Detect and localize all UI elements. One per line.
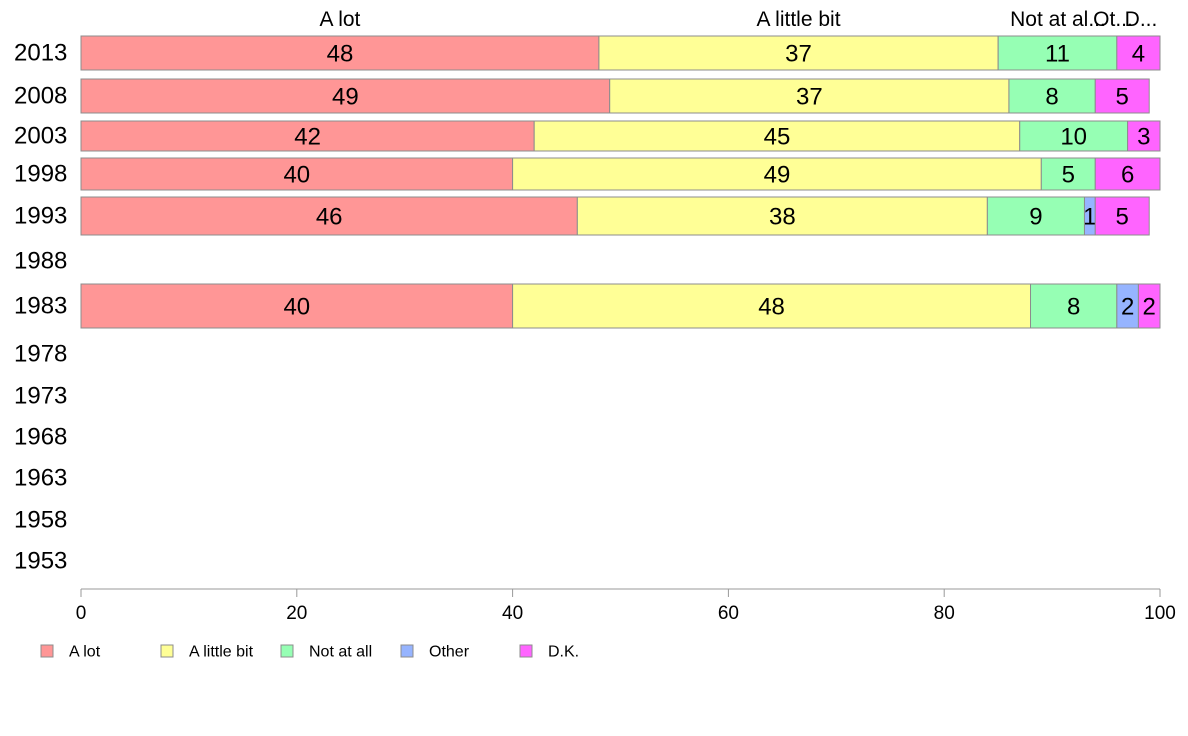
bar-row-2003: 42 45 10 3 xyxy=(80,120,1161,152)
bar-segment-d-k-1998 xyxy=(1094,157,1161,191)
bar-segment-d-k-2008 xyxy=(1094,78,1150,114)
bar-segment-a-little-bit-2013 xyxy=(598,35,999,71)
category-label-1958: 1958 xyxy=(14,507,67,534)
top-label-5: D... xyxy=(1125,8,1158,31)
top-label-4: Ot... xyxy=(1093,8,1133,31)
top-label-2: A little bit xyxy=(757,8,841,31)
bar-value-label-d-k-2013: 4 xyxy=(1132,41,1145,68)
bar-segment-a-lot-1998 xyxy=(80,157,514,191)
bar-value-label-not-at-all-1993: 9 xyxy=(1029,204,1042,231)
bar-value-label-d-k-2003: 3 xyxy=(1137,124,1150,151)
bar-value-label-d-k-1983: 2 xyxy=(1143,294,1156,321)
legend-label-d-k: D.K. xyxy=(548,644,579,661)
bar-segment-d-k-2013 xyxy=(1116,35,1161,71)
bar-value-label-d-k-1993: 5 xyxy=(1116,204,1129,231)
bar-segment-a-lot-2008 xyxy=(80,78,611,114)
bar-segment-a-little-bit-2003 xyxy=(533,120,1021,152)
legend-swatch-a-lot xyxy=(40,644,54,658)
legend-label-a-lot: A lot xyxy=(69,644,101,661)
bar-value-label-not-at-all-1983: 8 xyxy=(1067,294,1080,321)
bar-value-label-a-little-bit-1998: 49 xyxy=(764,162,791,189)
bar-segment-a-little-bit-1998 xyxy=(512,157,1042,191)
category-label-1953: 1953 xyxy=(14,548,67,575)
bar-value-label-not-at-all-2003: 10 xyxy=(1060,124,1087,151)
bar-row-2013: 48 37 11 4 xyxy=(80,35,1161,71)
bar-value-label-d-k-2008: 5 xyxy=(1116,84,1129,111)
bar-row-2008: 49 37 8 5 xyxy=(80,78,1150,114)
bar-value-label-other-1993: 1 xyxy=(1083,204,1096,231)
category-label-2013: 2013 xyxy=(14,40,67,67)
bar-segment-not-at-all-1998 xyxy=(1040,157,1096,191)
legend-item-a-lot: A lot xyxy=(40,644,101,661)
bar-segment-a-little-bit-1993 xyxy=(576,196,988,236)
x-tick-label-80: 80 xyxy=(934,603,955,624)
bar-value-label-d-k-1998: 6 xyxy=(1121,162,1134,189)
bar-value-label-other-1983: 2 xyxy=(1121,294,1134,321)
category-label-1988: 1988 xyxy=(14,248,67,275)
category-label-2008: 2008 xyxy=(14,83,67,110)
legend-label-other: Other xyxy=(429,644,470,661)
bar-segment-not-at-all-1983 xyxy=(1030,283,1118,329)
bar-row-1983: 40 48 8 2 2 xyxy=(80,283,1161,329)
bar-value-label-not-at-all-1998: 5 xyxy=(1062,162,1075,189)
bar-segment-a-lot-2003 xyxy=(80,120,535,152)
legend-item-a-little-bit: A little bit xyxy=(160,644,254,661)
bar-value-label-a-lot-1993: 46 xyxy=(316,204,343,231)
bar-segment-d-k-1993 xyxy=(1094,196,1150,236)
bar-value-label-a-little-bit-2013: 37 xyxy=(785,41,812,68)
bar-segment-not-at-all-2008 xyxy=(1008,78,1096,114)
legend-label-a-little-bit: A little bit xyxy=(189,644,254,661)
legend-swatch-d-k xyxy=(519,644,533,658)
x-axis: 0 20 40 60 80 100 xyxy=(76,588,1176,624)
bar-segment-a-little-bit-2008 xyxy=(609,78,1010,114)
legend-item-other: Other xyxy=(400,644,470,661)
bar-row-1998: 40 49 5 6 xyxy=(80,157,1161,191)
bar-segment-not-at-all-1993 xyxy=(986,196,1085,236)
legend-item-not-at-all: Not at all xyxy=(280,644,372,661)
bar-value-label-a-little-bit-2008: 37 xyxy=(796,84,823,111)
bar-segment-d-k-1983 xyxy=(1137,283,1161,329)
category-label-1978: 1978 xyxy=(14,341,67,368)
legend-swatch-a-little-bit xyxy=(160,644,174,658)
bars-group: 48 37 11 449 37 8 542 45 10 340 49 5 646 38 9 1 540 48 8 2 2 xyxy=(80,35,1161,329)
top-label-3: Not at al... xyxy=(1010,8,1106,31)
x-tick-label-100: 100 xyxy=(1144,603,1176,624)
x-tick-label-0: 0 xyxy=(76,603,87,624)
legend-swatch-other xyxy=(400,644,414,658)
x-tick-label-20: 20 xyxy=(286,603,307,624)
category-label-1973: 1973 xyxy=(14,383,67,410)
category-label-1963: 1963 xyxy=(14,465,67,492)
top-label-1: A lot xyxy=(320,8,361,31)
x-tick-label-40: 40 xyxy=(502,603,523,624)
bar-value-label-a-little-bit-1993: 38 xyxy=(769,204,796,231)
bar-value-label-a-little-bit-2003: 45 xyxy=(764,124,791,151)
legend: A lot A little bit Not at all Other D.K. xyxy=(40,644,579,661)
bar-value-label-not-at-all-2013: 11 xyxy=(1045,41,1070,68)
bar-value-label-a-lot-1983: 40 xyxy=(283,294,310,321)
category-label-1998: 1998 xyxy=(14,161,67,188)
bar-segment-a-little-bit-1983 xyxy=(512,283,1032,329)
legend-item-d-k: D.K. xyxy=(519,644,579,661)
bar-value-label-not-at-all-2008: 8 xyxy=(1045,84,1058,111)
category-label-2003: 2003 xyxy=(14,123,67,150)
legend-label-not-at-all: Not at all xyxy=(309,644,372,661)
bar-value-label-a-lot-2013: 48 xyxy=(327,41,354,68)
bar-value-label-a-little-bit-1983: 48 xyxy=(758,294,785,321)
bar-value-label-a-lot-1998: 40 xyxy=(283,162,310,189)
category-label-1993: 1993 xyxy=(14,203,67,230)
bar-value-label-a-lot-2008: 49 xyxy=(332,84,359,111)
bar-row-1993: 46 38 9 1 5 xyxy=(80,196,1150,236)
category-label-1968: 1968 xyxy=(14,424,67,451)
category-labels: 2013 2008 2003 1998 1993 1988 1983 1978 1973 1968… xyxy=(14,40,67,575)
bar-segment-d-k-2003 xyxy=(1127,120,1161,152)
category-label-1983: 1983 xyxy=(14,293,67,320)
bar-value-label-a-lot-2003: 42 xyxy=(294,124,321,151)
legend-swatch-not-at-all xyxy=(280,644,294,658)
x-tick-label-60: 60 xyxy=(718,603,739,624)
series-header-labels: A lot A little bit Not at al...Ot...D... xyxy=(320,8,1158,31)
bar-segment-not-at-all-2003 xyxy=(1019,120,1129,152)
